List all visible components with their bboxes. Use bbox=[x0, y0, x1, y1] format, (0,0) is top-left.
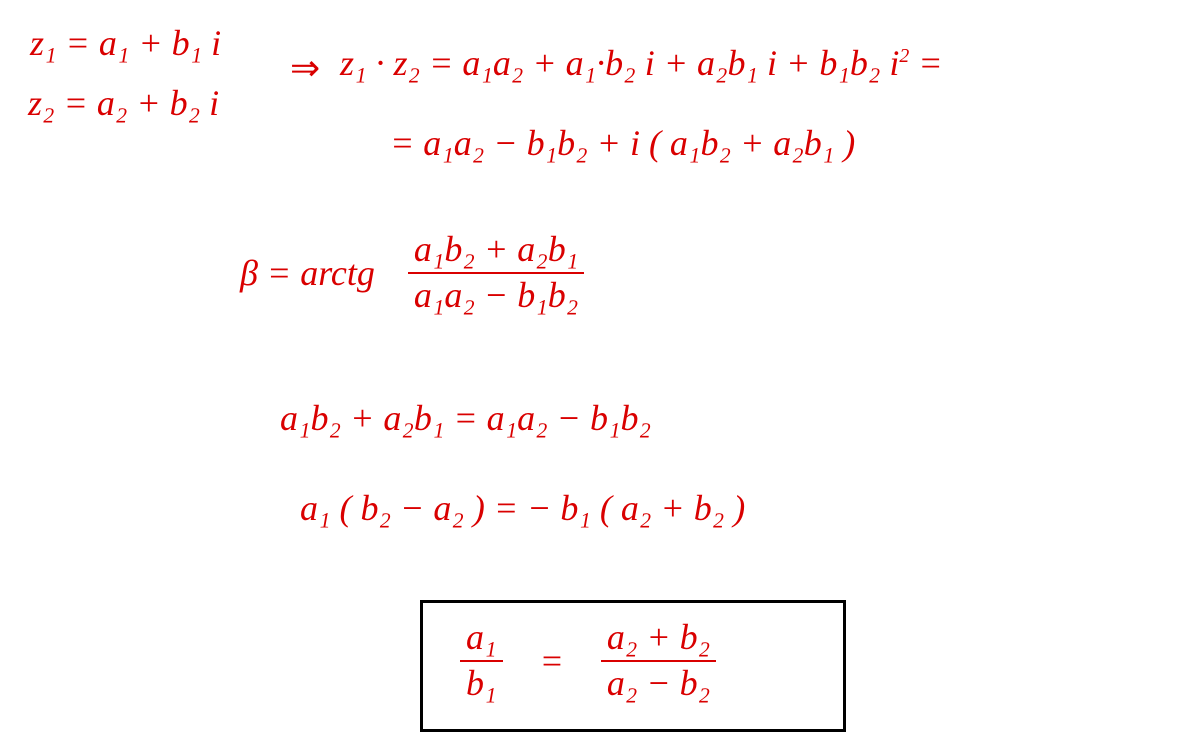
math-derivation: z₁ = a₁ + b₁ i z₂ = a₂ + b₂ i ⇒ z₁ · z₂ … bbox=[0, 0, 1200, 740]
eq-factored: a₁ ( b₂ − a₂ ) = − b₁ ( a₂ + b₂ ) bbox=[300, 490, 745, 526]
eq-product-expand: z₁ · z₂ = a₁a₂ + a₁·b₂ i + a₂b₁ i + b₁b₂… bbox=[340, 45, 943, 81]
eq-product-text: z₁ · z₂ = a₁a₂ + a₁·b₂ i + a₂b₁ i + b₁b₂… bbox=[340, 43, 899, 83]
result-right-frac: a₂ + b₂ a₂ − b₂ bbox=[601, 618, 716, 703]
eq-condition: a₁b₂ + a₂b₁ = a₁a₂ − b₁b₂ bbox=[280, 400, 651, 436]
exponent-two: 2 bbox=[899, 45, 909, 67]
eq-product-simplified: = a₁a₂ − b₁b₂ + i ( a₁b₂ + a₂b₁ ) bbox=[390, 125, 855, 161]
implication-arrow: ⇒ bbox=[290, 50, 320, 86]
result-left-num: a₁ bbox=[460, 618, 503, 660]
eq-product-tail: = bbox=[909, 43, 942, 83]
result-right-den: a₂ − b₂ bbox=[601, 660, 716, 704]
eq-z2-def: z₂ = a₂ + b₂ i bbox=[28, 85, 219, 121]
eq-z1-def: z₁ = a₁ + b₁ i bbox=[30, 25, 221, 61]
beta-fraction: a₁b₂ + a₂b₁ a₁a₂ − b₁b₂ bbox=[408, 230, 584, 315]
beta-denominator: a₁a₂ − b₁b₂ bbox=[408, 272, 584, 316]
result-left-frac: a₁ b₁ bbox=[460, 618, 503, 703]
beta-lhs: β = arctg bbox=[240, 253, 375, 293]
result-right-num: a₂ + b₂ bbox=[601, 618, 716, 660]
eq-beta-arctg: β = arctg a₁b₂ + a₂b₁ a₁a₂ − b₁b₂ bbox=[240, 230, 584, 315]
eq-result: a₁ b₁ = a₂ + b₂ a₂ − b₂ bbox=[460, 618, 716, 703]
result-left-den: b₁ bbox=[460, 660, 503, 704]
result-eq-sign: = bbox=[540, 641, 564, 681]
beta-numerator: a₁b₂ + a₂b₁ bbox=[408, 230, 584, 272]
